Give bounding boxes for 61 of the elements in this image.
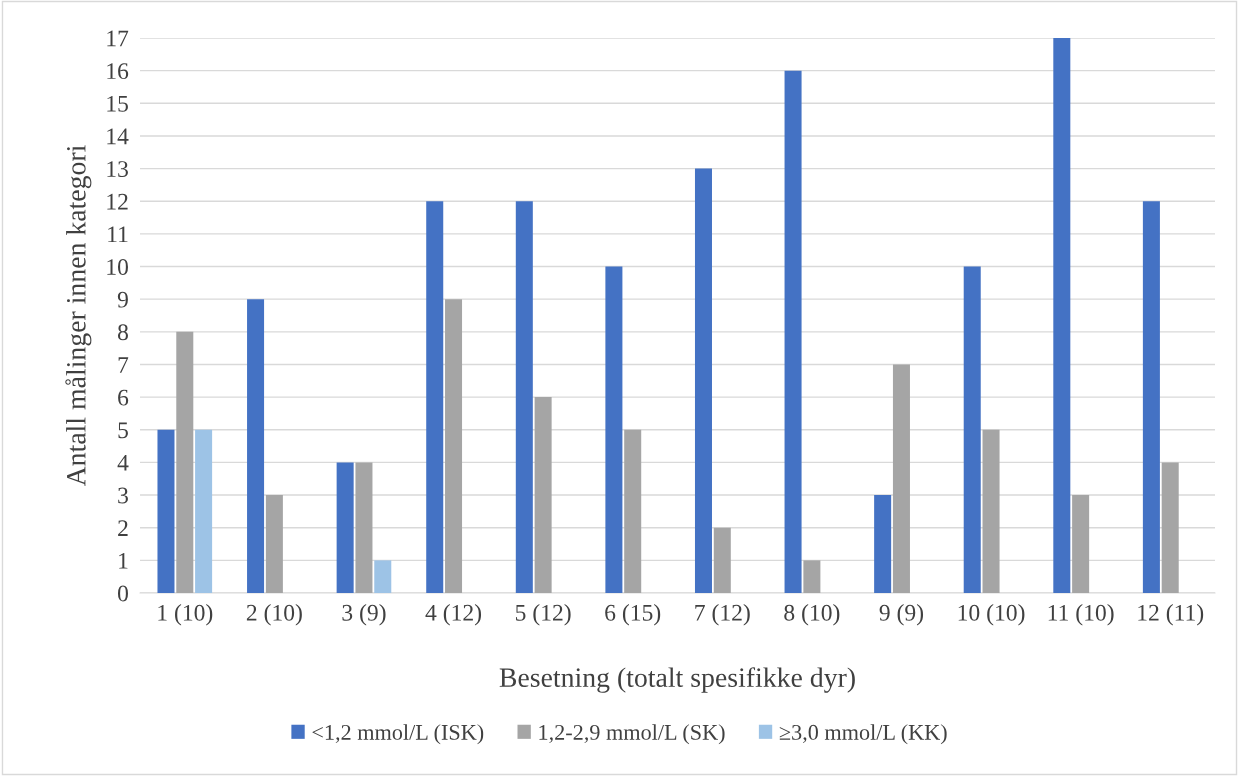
bar — [265, 495, 283, 593]
x-tick-label: 8 (10) — [784, 604, 840, 626]
bar — [803, 560, 821, 593]
y-tick-label: 13 — [107, 161, 128, 178]
x-tick-label: 9 (9) — [879, 604, 924, 626]
y-tick-label: 6 — [118, 389, 129, 406]
bar — [1053, 38, 1071, 593]
y-tick-label: 1 — [119, 552, 128, 569]
x-axis-title: Besetning (totalt spesifikke dyr) — [499, 667, 855, 693]
bar — [1161, 462, 1179, 593]
bar — [534, 397, 552, 593]
y-tick-label: 16 — [107, 63, 129, 80]
bar — [445, 299, 463, 593]
bar — [605, 266, 623, 593]
y-tick-label: 7 — [118, 357, 129, 373]
x-tick-label: 7 (12) — [695, 604, 750, 626]
bar — [355, 462, 373, 593]
y-tick-label: 4 — [117, 455, 129, 471]
y-axis-title: Antall målinger innen kategori — [65, 145, 92, 487]
bar — [336, 462, 354, 593]
y-tick-label: 2 — [118, 520, 128, 536]
bar — [892, 364, 910, 593]
bar — [1072, 495, 1090, 593]
legend-label: 1,2-2,9 mmol/L (SK) — [539, 724, 725, 745]
bar — [1142, 201, 1160, 593]
y-tick-label: 8 — [117, 324, 128, 341]
y-tick-label: 14 — [107, 128, 129, 145]
bar — [176, 331, 194, 593]
y-tick-label: 0 — [117, 585, 128, 602]
x-tick-label: 3 (9) — [342, 604, 386, 626]
bar — [694, 168, 712, 593]
bar — [624, 429, 642, 593]
bar — [963, 266, 981, 593]
bar — [713, 527, 731, 593]
y-tick-label: 9 — [117, 291, 128, 308]
y-tick-label: 10 — [107, 259, 128, 275]
x-tick-label: 10 (10) — [958, 604, 1025, 626]
legend-label: <1,2 mmol/L (ISK) — [312, 724, 484, 745]
x-tick-label: 12 (11) — [1138, 604, 1204, 626]
bar — [247, 299, 265, 593]
bar — [982, 429, 1000, 593]
y-tick-label: 5 — [118, 422, 128, 439]
y-tick-label: 17 — [107, 30, 129, 47]
x-tick-label: 1 (10) — [158, 604, 213, 626]
y-tick-label: 11 — [108, 226, 128, 243]
y-tick-label: 15 — [107, 95, 128, 112]
x-tick-label: 5 (12) — [515, 604, 571, 626]
bar — [374, 560, 392, 593]
bar — [784, 70, 802, 593]
x-tick-label: 11 (10) — [1048, 604, 1114, 626]
x-tick-label: 4 (12) — [425, 604, 482, 626]
bar — [195, 429, 213, 593]
legend-label: ≥3,0 mmol/L (KK) — [779, 724, 947, 745]
bar — [874, 495, 892, 593]
x-tick-label: 2 (10) — [246, 604, 302, 626]
bar — [426, 201, 444, 593]
y-tick-label: 3 — [118, 487, 128, 504]
x-tick-label: 6 (15) — [605, 604, 661, 626]
y-tick-label: 12 — [107, 193, 128, 210]
bar — [157, 429, 175, 593]
bar — [515, 201, 533, 593]
